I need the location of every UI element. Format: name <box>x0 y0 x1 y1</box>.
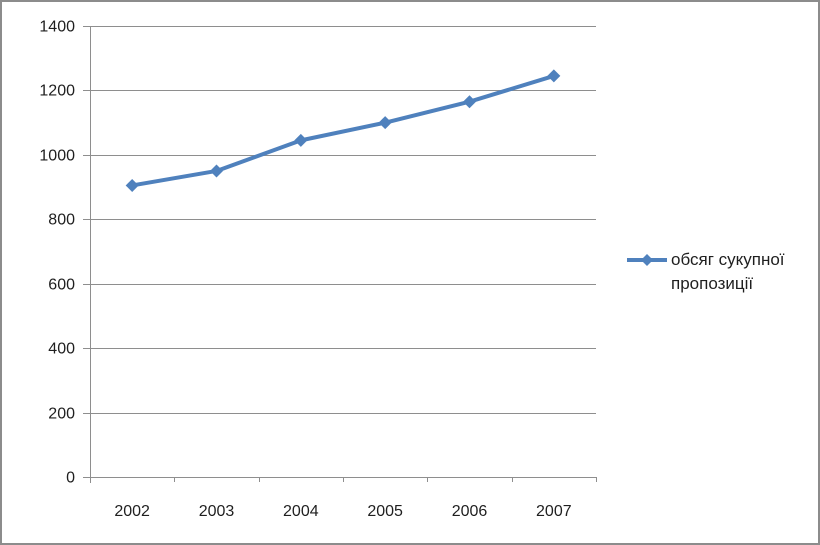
svg-text:0: 0 <box>66 470 75 487</box>
svg-text:800: 800 <box>48 212 75 229</box>
svg-text:2004: 2004 <box>283 503 319 520</box>
svg-text:1200: 1200 <box>39 83 75 100</box>
svg-text:600: 600 <box>48 277 75 294</box>
svg-text:2006: 2006 <box>452 503 488 520</box>
svg-text:2003: 2003 <box>199 503 235 520</box>
svg-text:1000: 1000 <box>39 148 75 165</box>
svg-text:200: 200 <box>48 406 75 423</box>
svg-text:400: 400 <box>48 341 75 358</box>
svg-text:2005: 2005 <box>367 503 403 520</box>
chart-legend: обсяг сукупної пропозиції <box>626 248 813 296</box>
legend-line-diamond-icon <box>627 254 667 266</box>
svg-text:1400: 1400 <box>39 19 75 36</box>
legend-series-label: обсяг сукупної пропозиції <box>671 250 785 293</box>
svg-text:2002: 2002 <box>114 503 150 520</box>
svg-text:2007: 2007 <box>536 503 572 520</box>
